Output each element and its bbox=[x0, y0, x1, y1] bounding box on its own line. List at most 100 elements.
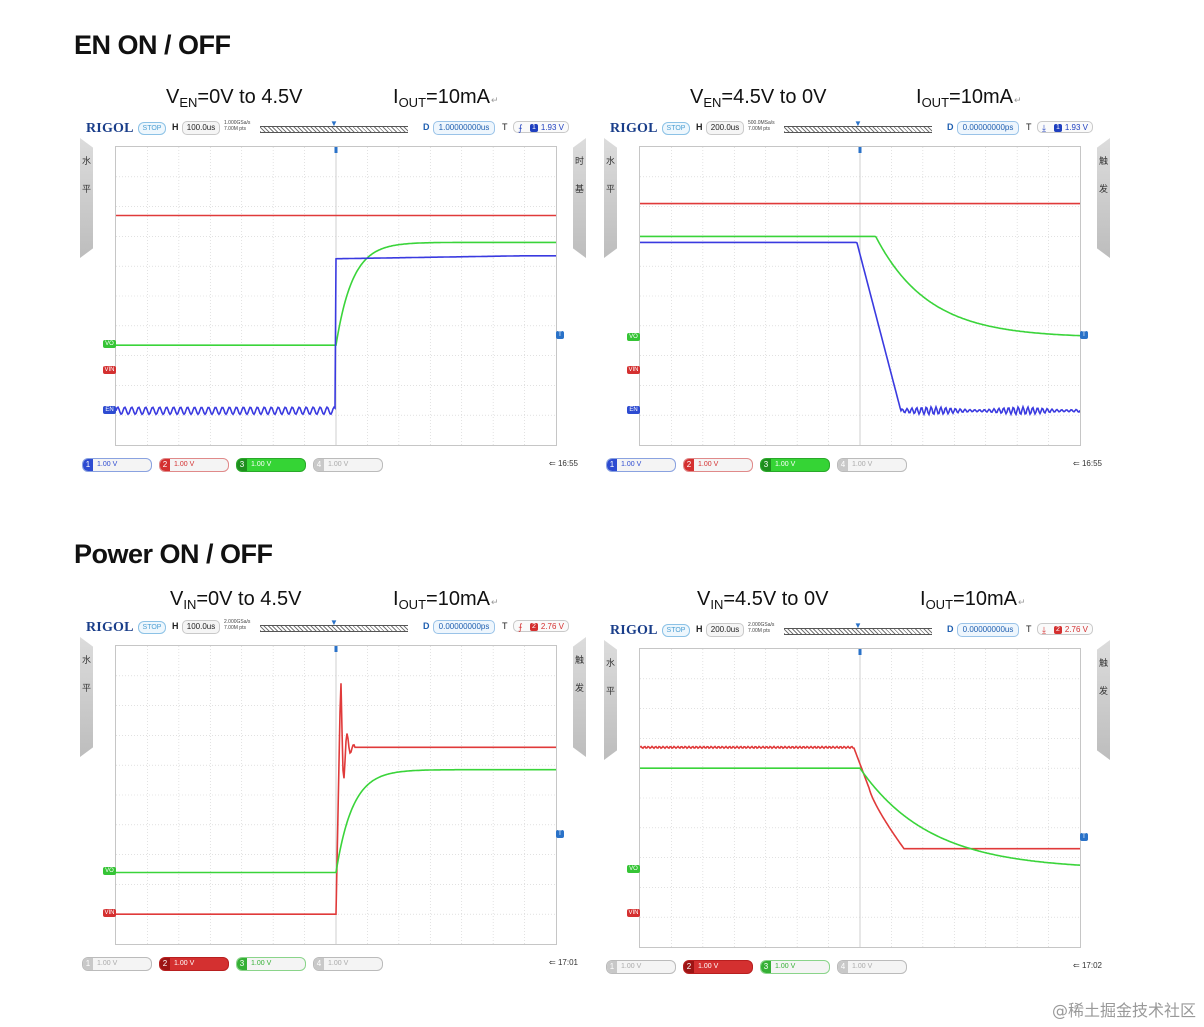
side-tab-char: 发 bbox=[1098, 686, 1108, 696]
side-tab-right[interactable]: 时基 bbox=[573, 138, 586, 258]
channel-2-button[interactable]: 2 1.00 V bbox=[159, 458, 229, 472]
channel-marker[interactable]: VIN bbox=[103, 909, 116, 918]
brand-logo: RIGOL bbox=[86, 620, 134, 635]
channel-2-button[interactable]: 2 1.00 V bbox=[683, 960, 753, 974]
horizontal-label: H bbox=[696, 122, 703, 132]
delay-value[interactable]: 0.00000000ps bbox=[957, 121, 1019, 135]
waveform-trace-1 bbox=[116, 768, 556, 874]
channel-marker[interactable]: VO bbox=[103, 340, 116, 349]
voltage-caption-value: =0V to 4.5V bbox=[197, 86, 303, 108]
waveform-grid bbox=[639, 146, 1081, 446]
memory-bar bbox=[260, 625, 408, 632]
side-tab-right[interactable]: 触发 bbox=[1097, 640, 1110, 760]
memory-depth: 7.00M pts bbox=[224, 126, 246, 132]
trigger-settings[interactable]: ⨍ 2 2.76 V bbox=[513, 620, 569, 632]
memory-depth: 7.00M pts bbox=[224, 625, 246, 631]
channel-4-button[interactable]: 4 1.00 V bbox=[313, 458, 383, 472]
channel-marker[interactable]: VO bbox=[103, 867, 116, 876]
channel-4-button[interactable]: 4 1.00 V bbox=[837, 458, 907, 472]
trigger-channel: 1 bbox=[530, 124, 538, 132]
side-tab-char: 触 bbox=[574, 655, 584, 665]
channel-status-bar: 1 1.00 V 2 1.00 V 3 1.00 V 4 1.00 V ⇐ 16:55 bbox=[604, 458, 1110, 474]
horizontal-scale[interactable]: 200.0us bbox=[706, 121, 744, 135]
side-tab-right[interactable]: 触发 bbox=[1097, 138, 1110, 258]
waveform-trace-0 bbox=[640, 745, 1080, 850]
channel-marker[interactable]: VO bbox=[627, 332, 640, 341]
falling-edge-icon: ⤓ bbox=[1042, 123, 1046, 133]
current-caption-symbol: I bbox=[393, 588, 399, 610]
waveform-trace-1 bbox=[640, 767, 1080, 866]
watermark: @稀土掘金技术社区 bbox=[1051, 1001, 1196, 1020]
trigger-position-icon: ▼ bbox=[854, 621, 862, 630]
trigger-level-marker[interactable]: T bbox=[556, 829, 564, 838]
channel-marker[interactable]: VO bbox=[627, 864, 640, 873]
trigger-level-marker[interactable]: T bbox=[556, 330, 564, 339]
usb-clock: ⇐ 17:01 bbox=[549, 958, 578, 967]
channel-status-bar: 1 1.00 V 2 1.00 V 3 1.00 V 4 1.00 V ⇐ 17:02 bbox=[604, 960, 1110, 976]
trigger-settings[interactable]: ⤓ 1 1.93 V bbox=[1037, 121, 1093, 133]
side-tab-left[interactable]: 水平 bbox=[80, 637, 93, 757]
channel-number: 1 bbox=[83, 459, 93, 471]
run-stop-status[interactable]: STOP bbox=[138, 621, 166, 634]
trigger-settings[interactable]: ⤓ 2 2.76 V bbox=[1037, 623, 1093, 635]
channel-1-button[interactable]: 1 1.00 V bbox=[606, 960, 676, 974]
usb-icon: ⇐ bbox=[1073, 961, 1082, 970]
side-tab-right[interactable]: 触发 bbox=[573, 637, 586, 757]
run-stop-status[interactable]: STOP bbox=[662, 122, 690, 135]
channel-4-button[interactable]: 4 1.00 V bbox=[313, 957, 383, 971]
channel-marker[interactable]: EN bbox=[627, 405, 640, 414]
side-tab-char: 触 bbox=[1098, 156, 1108, 166]
waveform-trace-1 bbox=[640, 235, 1080, 337]
channel-marker[interactable]: VIN bbox=[103, 365, 116, 374]
side-tab-left[interactable]: 水平 bbox=[604, 640, 617, 760]
current-caption-subscript: OUT bbox=[398, 597, 427, 612]
voltage-caption-subscript: IN bbox=[183, 597, 197, 612]
channel-3-button[interactable]: 3 1.00 V bbox=[760, 960, 830, 974]
channel-number: 1 bbox=[607, 961, 617, 973]
usb-clock: ⇐ 16:55 bbox=[1073, 459, 1102, 468]
channel-4-button[interactable]: 4 1.00 V bbox=[837, 960, 907, 974]
side-tab-left[interactable]: 水平 bbox=[604, 138, 617, 258]
delay-value[interactable]: 0.00000000ps bbox=[433, 620, 495, 634]
memory-bar bbox=[784, 628, 932, 635]
voltage-caption-symbol: V bbox=[697, 588, 711, 610]
side-tab-char: 平 bbox=[81, 683, 91, 693]
clock-time: 17:02 bbox=[1081, 961, 1102, 970]
sample-rate: 1.000GSa/s bbox=[224, 120, 251, 126]
voltage-caption: VIN=4.5V to 0V bbox=[697, 588, 828, 612]
channel-marker[interactable]: EN bbox=[103, 405, 116, 414]
channel-1-button[interactable]: 1 1.00 V bbox=[82, 957, 152, 971]
delay-value[interactable]: 0.00000000us bbox=[957, 623, 1019, 637]
horizontal-scale[interactable]: 100.0us bbox=[182, 121, 220, 135]
run-stop-status[interactable]: STOP bbox=[138, 122, 166, 135]
channel-3-button[interactable]: 3 1.00 V bbox=[236, 458, 306, 472]
channel-number: 2 bbox=[684, 961, 694, 973]
channel-marker[interactable]: VIN bbox=[627, 365, 640, 374]
run-stop-status[interactable]: STOP bbox=[662, 624, 690, 637]
trigger-label: T bbox=[1026, 122, 1032, 132]
voltage-caption: VIN=0V to 4.5V bbox=[170, 588, 301, 612]
side-tab-left[interactable]: 水平 bbox=[80, 138, 93, 258]
horizontal-scale[interactable]: 200.0us bbox=[706, 623, 744, 637]
channel-3-button[interactable]: 3 1.00 V bbox=[236, 957, 306, 971]
channel-1-button[interactable]: 1 1.00 V bbox=[82, 458, 152, 472]
channel-2-button[interactable]: 2 1.00 V bbox=[159, 957, 229, 971]
oscilloscope-screen: RIGOL STOP H 200.0us 500.0MSa/s 7.00M pts ▼ D 0.… bbox=[604, 118, 1110, 474]
channel-1-button[interactable]: 1 1.00 V bbox=[606, 458, 676, 472]
horizontal-scale[interactable]: 100.0us bbox=[182, 620, 220, 634]
channel-3-button[interactable]: 3 1.00 V bbox=[760, 458, 830, 472]
trigger-level-marker[interactable]: T bbox=[1080, 330, 1088, 339]
trigger-position-icon: ▼ bbox=[854, 119, 862, 128]
channel-number: 4 bbox=[838, 961, 848, 973]
sample-rate: 2.000GSa/s bbox=[224, 619, 251, 625]
oscilloscope-screen: RIGOL STOP H 200.0us 2.000GSa/s 7.00M pts ▼ D 0.… bbox=[604, 620, 1110, 976]
channel-scale: 1.00 V bbox=[174, 461, 195, 468]
trigger-settings[interactable]: ⨍ 1 1.93 V bbox=[513, 121, 569, 133]
channel-number: 4 bbox=[838, 459, 848, 471]
channel-marker[interactable]: VIN bbox=[627, 909, 640, 918]
trigger-level: 2.76 V bbox=[540, 622, 564, 631]
side-tab-char: 发 bbox=[1098, 184, 1108, 194]
delay-value[interactable]: 1.00000000us bbox=[433, 121, 495, 135]
trigger-level-marker[interactable]: T bbox=[1080, 832, 1088, 841]
channel-2-button[interactable]: 2 1.00 V bbox=[683, 458, 753, 472]
